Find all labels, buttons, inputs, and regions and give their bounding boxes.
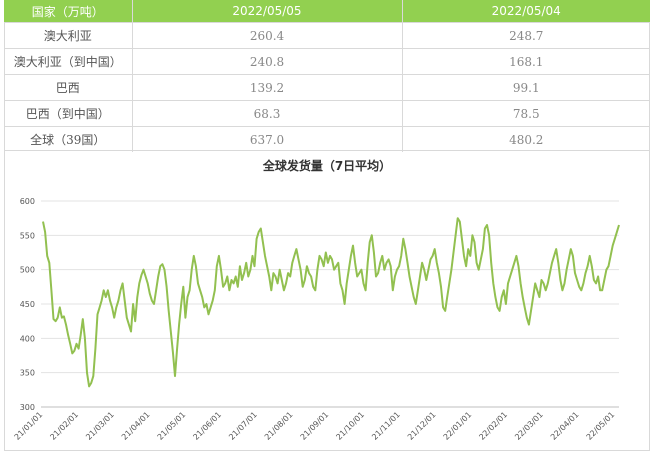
row-label: 全球（39国） (4, 126, 132, 152)
x-tick-label: 22/05/01 (585, 410, 617, 442)
row-value-1: 139.2 (131, 74, 402, 101)
row-value-2: 99.1 (401, 74, 650, 101)
row-value-1: 240.8 (131, 48, 402, 75)
header-date-2: 2022/05/04 (401, 0, 650, 23)
table-row: 澳大利亚（到中国） 240.8 168.1 (4, 48, 650, 75)
x-tick-label: 21/01/01 (13, 410, 45, 442)
y-tick-label: 550 (20, 231, 35, 240)
row-value-1: 260.4 (131, 22, 402, 49)
x-tick-label: 21/03/01 (84, 410, 116, 442)
table-row: 巴西 139.2 99.1 (4, 74, 650, 101)
row-value-1: 637.0 (131, 126, 402, 152)
row-value-2: 168.1 (401, 48, 650, 75)
x-tick-label: 21/05/01 (156, 410, 188, 442)
y-tick-label: 300 (20, 403, 35, 412)
table-row: 巴西（到中国） 68.3 78.5 (4, 100, 650, 127)
x-tick-label: 21/02/01 (48, 410, 80, 442)
x-tick-label: 21/12/01 (406, 410, 438, 442)
row-label: 巴西（到中国） (4, 100, 132, 127)
x-tick-label: 22/03/01 (513, 410, 545, 442)
x-tick-label: 22/02/01 (477, 410, 509, 442)
x-tick-label: 21/10/01 (334, 410, 366, 442)
row-value-2: 78.5 (401, 100, 650, 127)
y-tick-label: 450 (20, 300, 35, 309)
x-tick-label: 22/04/01 (549, 410, 581, 442)
x-tick-label: 21/04/01 (120, 410, 152, 442)
series-line (42, 217, 620, 388)
table-row: 澳大利亚 260.4 248.7 (4, 22, 650, 49)
y-tick-label: 500 (20, 266, 35, 275)
header-country: 国家（万吨） (4, 0, 132, 23)
x-tick-label: 21/07/01 (227, 410, 259, 442)
y-tick-label: 600 (20, 197, 35, 206)
row-value-2: 248.7 (401, 22, 650, 49)
x-tick-label: 21/11/01 (370, 410, 402, 442)
x-tick-label: 21/08/01 (263, 410, 295, 442)
chart-title: 全球发货量（7日平均） (262, 159, 392, 173)
shipment-table: 国家（万吨） 2022/05/05 2022/05/04 澳大利亚 260.4 … (4, 0, 650, 152)
table-row: 全球（39国） 637.0 480.2 (4, 126, 650, 152)
chart-panel: 全球发货量（7日平均） 300 350 400 450 500 550 600 21/01/0… (4, 150, 650, 452)
y-tick-label: 400 (20, 334, 35, 343)
row-label: 澳大利亚（到中国） (4, 48, 132, 75)
row-label: 巴西 (4, 74, 132, 101)
table-header-row: 国家（万吨） 2022/05/05 2022/05/04 (4, 0, 650, 23)
row-label: 澳大利亚 (4, 22, 132, 49)
y-tick-label: 350 (20, 369, 35, 378)
header-date-1: 2022/05/05 (131, 0, 402, 23)
x-tick-label: 22/01/01 (442, 410, 474, 442)
x-tick-label: 21/06/01 (191, 410, 223, 442)
row-value-2: 480.2 (401, 126, 650, 152)
x-tick-label: 21/09/01 (299, 410, 331, 442)
row-value-1: 68.3 (131, 100, 402, 127)
